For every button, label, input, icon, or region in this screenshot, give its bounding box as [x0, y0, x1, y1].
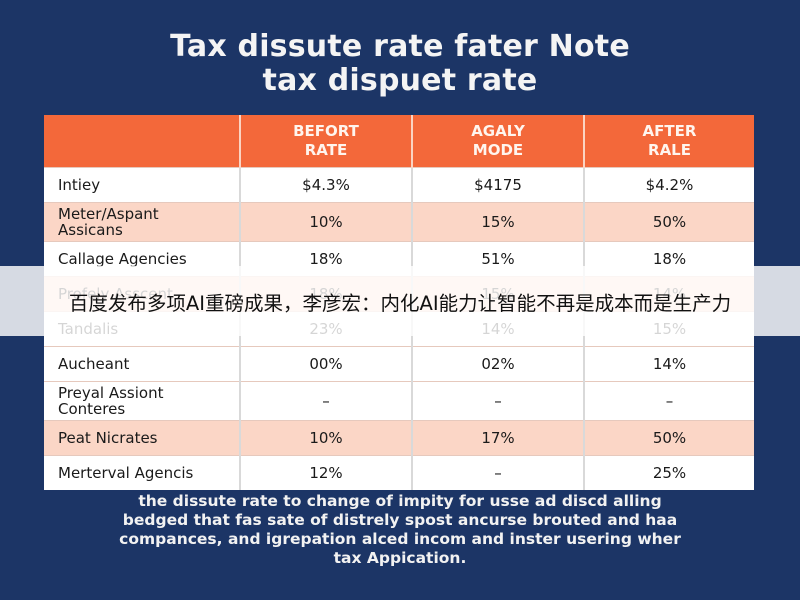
- table-row: Peat Nicrates 10% 17% 50%: [44, 420, 754, 456]
- header-cell-before-rate: BEFORT RATE: [240, 115, 413, 168]
- row-value-cell: 17%: [412, 420, 585, 456]
- footnote-line-4: tax Appication.: [333, 549, 467, 567]
- header-cell-after-rate: AFTER RALE: [584, 115, 754, 168]
- row-value-cell: $4.2%: [584, 167, 754, 203]
- footnote-line-1: the dissute rate to change of impity for…: [138, 492, 662, 510]
- row-value-cell: 10%: [240, 420, 413, 456]
- page-title: Tax dissute rate fater Note tax dispuet …: [0, 30, 800, 98]
- table-row: Merterval Agencis 12% –25%: [44, 455, 754, 490]
- row-value-cell: 14%: [584, 346, 754, 382]
- row-label: Merterval Agencis: [44, 455, 241, 490]
- footnote: the dissute rate to change of impity for…: [0, 492, 800, 568]
- footnote-line-3: compances, and igrepation alced incom an…: [119, 530, 681, 548]
- table-row: Meter/Aspant Assicans 10% 15% 50%: [44, 202, 754, 242]
- row-label: Preyal Assiont Conteres: [44, 381, 241, 421]
- row-value-cell: 00%: [240, 346, 413, 382]
- row-label: Meter/Aspant Assicans: [44, 202, 241, 242]
- row-value-cell: 25%: [584, 455, 754, 490]
- row-label: Intiey: [44, 167, 241, 203]
- row-label: Peat Nicrates: [44, 420, 241, 456]
- row-value-cell: 10%: [240, 202, 413, 242]
- table-row: Preyal Assiont Conteres – – –: [44, 381, 754, 421]
- header-cell-agaly-mode: AGALY MODE: [412, 115, 585, 168]
- table-row: Aucheant 00% 02% 14%: [44, 346, 754, 382]
- footnote-line-2: bedged that fas sate of distrely spost a…: [122, 511, 678, 529]
- row-value-cell: –: [584, 381, 754, 421]
- row-value-cell: 50%: [584, 420, 754, 456]
- row-value-cell: 15%: [412, 202, 585, 242]
- row-value-cell: $4175: [412, 167, 585, 203]
- header-cell-category: [44, 115, 241, 168]
- table-row: Intiey $4.3% $4175 $4.2%: [44, 167, 754, 203]
- news-headline-banner[interactable]: 百度发布多项AI重磅成果，李彦宏：内化AI能力让智能不再是成本而是生产力: [0, 266, 800, 336]
- row-value-cell: $4.3%: [240, 167, 413, 203]
- row-value-cell: 02%: [412, 346, 585, 382]
- row-value-cell: –: [412, 455, 585, 490]
- row-value-cell: –: [412, 381, 585, 421]
- title-line-2: tax dispuet rate: [262, 63, 538, 98]
- row-value-cell: –: [240, 381, 413, 421]
- row-label: Aucheant: [44, 346, 241, 382]
- table-header-row: BEFORT RATE AGALY MODE AFTER RALE: [44, 115, 754, 168]
- row-value-cell: 50%: [584, 202, 754, 242]
- news-headline-text: 百度发布多项AI重磅成果，李彦宏：内化AI能力让智能不再是成本而是生产力: [68, 291, 732, 315]
- row-value-cell: 12%: [240, 455, 413, 490]
- title-line-1: Tax dissute rate fater Note: [170, 29, 630, 64]
